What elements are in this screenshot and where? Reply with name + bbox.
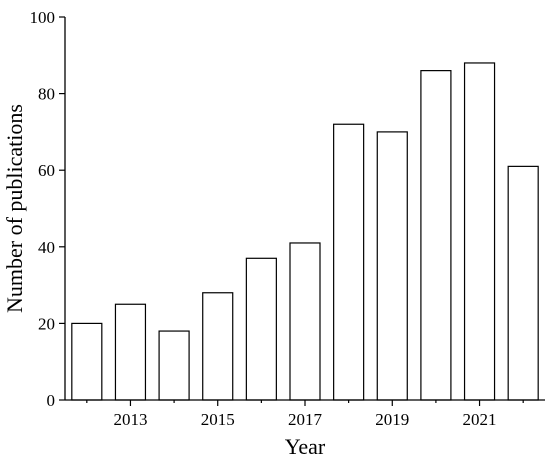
y-axis-title: Number of publications: [2, 104, 27, 313]
bar-2017: [289, 242, 321, 401]
bar-2021: [463, 62, 496, 401]
y-tick-label-40: 40: [38, 238, 55, 257]
bar-2016: [245, 257, 277, 401]
bar-2020: [420, 70, 452, 401]
y-tick-label-60: 60: [38, 161, 55, 180]
bar-2013: [114, 303, 147, 401]
bar-2014: [158, 330, 190, 401]
x-tick-label-2017: 2017: [288, 410, 323, 429]
bar-2022: [507, 165, 539, 401]
x-tick-label-2021: 2021: [463, 410, 497, 429]
y-tick-label-100: 100: [30, 8, 56, 27]
bar-2015: [202, 292, 234, 401]
ticks-group: 0 20 40 60 80 100 2013 2015 2017 2019 2021: [30, 8, 524, 429]
y-tick-label-80: 80: [38, 85, 55, 104]
x-tick-label-2015: 2015: [201, 410, 235, 429]
bar-2012: [71, 322, 103, 401]
bar-2019: [376, 131, 408, 401]
x-tick-label-2013: 2013: [113, 410, 147, 429]
bar-2018: [333, 123, 365, 401]
y-tick-label-0: 0: [47, 391, 56, 410]
x-axis-title: Year: [285, 434, 326, 459]
bars-group: [71, 62, 539, 401]
y-tick-label-20: 20: [38, 314, 55, 333]
x-tick-label-2019: 2019: [375, 410, 409, 429]
